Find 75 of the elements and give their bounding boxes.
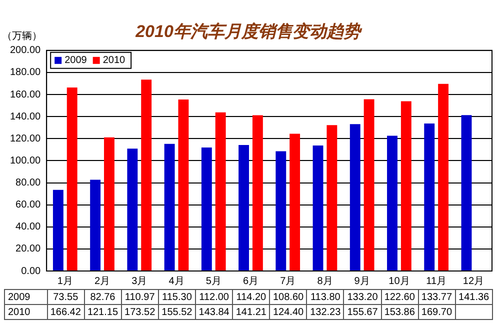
data-label: 153.86 xyxy=(381,304,418,320)
x-tick-label: 12月 xyxy=(462,276,484,287)
bar xyxy=(438,84,449,270)
legend-label: 2010 xyxy=(102,55,126,66)
y-tick-label: 40.00 xyxy=(16,222,42,233)
row-header: 2009 xyxy=(4,290,48,304)
bar xyxy=(141,80,152,270)
data-label: 82.76 xyxy=(84,290,122,304)
bar xyxy=(201,147,212,270)
x-tick-label: 4月 xyxy=(168,276,184,287)
bar xyxy=(104,137,114,270)
y-tick-label: 200.00 xyxy=(10,45,42,56)
data-label: 132.23 xyxy=(306,304,344,320)
bar xyxy=(424,123,435,270)
bar xyxy=(52,190,64,270)
bar xyxy=(400,101,412,270)
x-tick-label: 1月 xyxy=(57,276,73,287)
data-label: 112.00 xyxy=(196,290,233,304)
data-label: 115.30 xyxy=(158,290,196,304)
bar xyxy=(127,148,138,270)
bar xyxy=(461,115,472,270)
bar xyxy=(66,87,78,270)
y-tick-label: 20.00 xyxy=(16,244,42,255)
data-label: 114.20 xyxy=(232,290,270,304)
data-label: 113.80 xyxy=(306,290,344,304)
x-tick-label: 7月 xyxy=(280,276,296,287)
data-label: 166.42 xyxy=(47,304,84,320)
bar xyxy=(312,145,324,270)
data-label: 121.15 xyxy=(84,304,122,320)
data-label: 155.52 xyxy=(158,304,196,320)
data-label: 110.97 xyxy=(121,290,158,304)
bar xyxy=(164,144,175,270)
x-tick-label: 10月 xyxy=(388,276,410,287)
y-tick-label: 120.00 xyxy=(10,133,42,144)
legend-label: 2009 xyxy=(64,55,88,66)
data-label: 173.52 xyxy=(121,304,158,320)
y-axis-title: （万辆） xyxy=(2,30,42,42)
x-tick-label: 3月 xyxy=(132,276,148,287)
x-tick-label: 2月 xyxy=(94,276,110,287)
bar xyxy=(90,180,101,270)
x-tick-label: 9月 xyxy=(354,276,370,287)
data-label: 124.40 xyxy=(270,304,307,320)
bar xyxy=(350,124,360,270)
data-label: 133.77 xyxy=(418,290,456,304)
bar xyxy=(178,99,189,270)
y-tick-label: 0.00 xyxy=(21,266,42,277)
data-label: 143.84 xyxy=(196,304,233,320)
bar xyxy=(215,112,226,270)
y-tick-label: 100.00 xyxy=(10,155,42,166)
data-label: 141.21 xyxy=(232,304,270,320)
data-label: 122.60 xyxy=(381,290,418,304)
data-label: 73.55 xyxy=(47,290,84,304)
y-tick-label: 140.00 xyxy=(10,111,42,122)
y-tick-label: 80.00 xyxy=(16,178,42,189)
row-header: 2010 xyxy=(4,304,48,320)
data-label: 169.70 xyxy=(418,304,456,320)
data-label: 141.36 xyxy=(455,290,492,304)
x-tick-label: 5月 xyxy=(206,276,222,287)
x-tick-label: 11月 xyxy=(426,276,447,287)
bar xyxy=(238,145,249,270)
bar xyxy=(364,99,374,270)
x-tick-label: 6月 xyxy=(242,276,259,287)
y-tick-label: 160.00 xyxy=(10,89,42,100)
bar xyxy=(387,136,398,270)
chart-title: 2010年汽车月度销售变动趋势 xyxy=(134,22,362,41)
bar xyxy=(326,125,338,270)
bar xyxy=(276,151,286,270)
y-tick-label: 180.00 xyxy=(10,67,42,78)
x-tick-label: 8月 xyxy=(317,276,333,287)
data-label: 133.20 xyxy=(344,290,382,304)
bar xyxy=(290,134,300,270)
y-tick-label: 60.00 xyxy=(16,200,42,211)
data-label: 155.67 xyxy=(344,304,382,320)
data-label: 108.60 xyxy=(270,290,307,304)
bar xyxy=(252,115,263,270)
